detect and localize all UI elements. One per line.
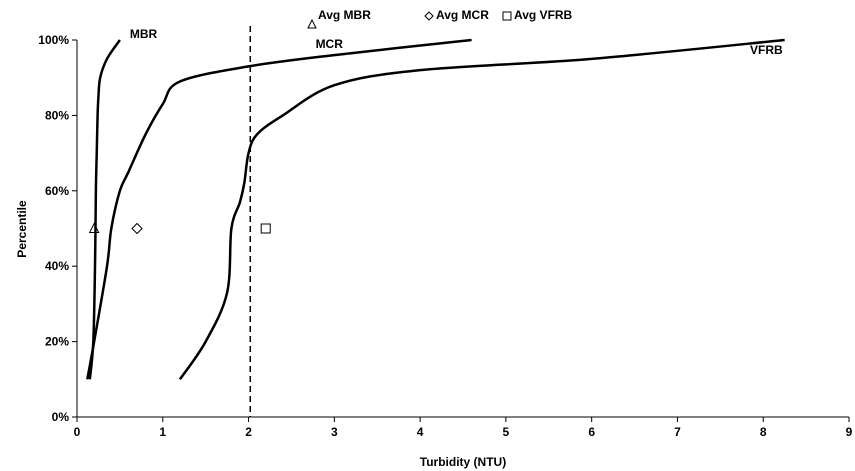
- series-line-mcr: [86, 38, 472, 380]
- x-tick-label: 5: [503, 425, 510, 439]
- x-tick-label: 6: [588, 425, 595, 439]
- x-tick-label: 4: [417, 425, 424, 439]
- y-tick-label: 80%: [45, 108, 69, 122]
- series-label-vfrb: VFRB: [750, 43, 783, 57]
- series-line-vfrb: [178, 38, 785, 381]
- avg-mbr-marker: [88, 222, 100, 233]
- legend-square-marker: [502, 11, 512, 21]
- x-axis-title: Turbidity (NTU): [420, 455, 506, 469]
- legend-label-avg-vfrb: Avg VFRB: [514, 8, 573, 22]
- y-tick-label: 20%: [45, 335, 69, 349]
- x-tick-label: 1: [159, 425, 166, 439]
- x-tick-label: 3: [331, 425, 338, 439]
- legend: Avg MBR Avg MCR Avg VFRB: [307, 8, 573, 29]
- legend-diamond-marker: [424, 11, 434, 21]
- y-tick-label: 0%: [52, 410, 70, 424]
- series-group: MBR MCR VFRB: [86, 26, 785, 417]
- y-tick-label: 60%: [45, 184, 69, 198]
- x-tick-label: 8: [760, 425, 767, 439]
- legend-label-avg-mcr: Avg MCR: [436, 8, 489, 22]
- x-tick-label: 2: [245, 425, 252, 439]
- ticks: 0 1 2 3 4 5 6 7 8 9 0% 20% 40% 60% 80% 100%: [38, 33, 852, 439]
- average-markers: [88, 222, 271, 235]
- series-label-mcr: MCR: [316, 37, 344, 51]
- legend-triangle-marker: [307, 18, 317, 29]
- legend-label-avg-mbr: Avg MBR: [318, 8, 371, 22]
- axes: [76, 40, 849, 418]
- series-label-mbr: MBR: [130, 27, 158, 41]
- y-tick-label: 40%: [45, 259, 69, 273]
- avg-mcr-marker: [131, 222, 143, 235]
- x-tick-label: 9: [846, 425, 853, 439]
- x-tick-label: 0: [74, 425, 81, 439]
- avg-vfrb-marker: [260, 223, 271, 234]
- x-tick-label: 7: [674, 425, 681, 439]
- y-axis-title: Percentile: [15, 200, 29, 258]
- series-line-mbr: [88, 39, 121, 380]
- y-tick-label: 100%: [38, 33, 69, 47]
